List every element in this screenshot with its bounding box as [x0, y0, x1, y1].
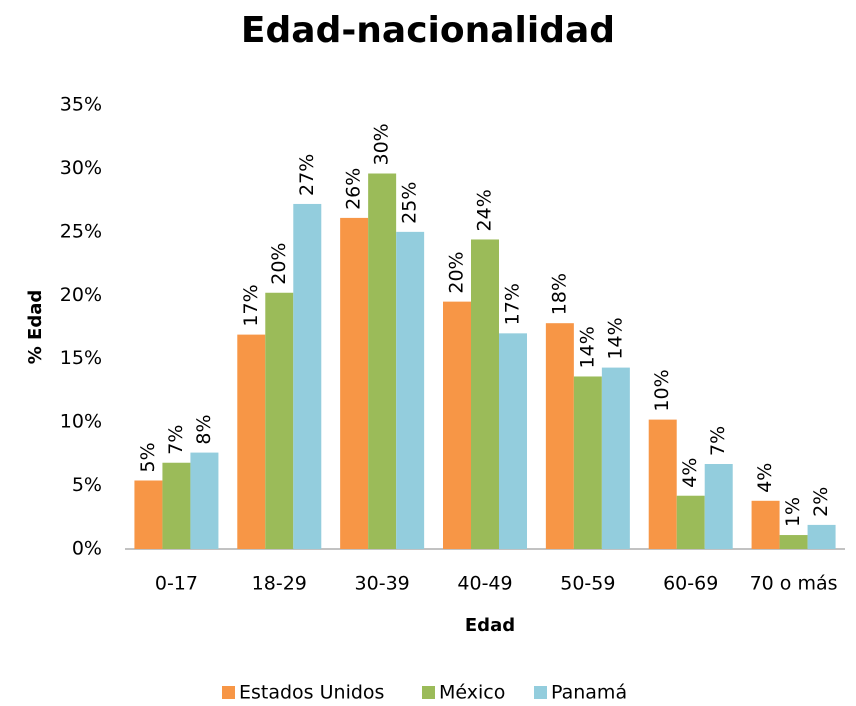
y-tick-label: 35% [60, 94, 102, 116]
y-tick-label: 5% [72, 474, 102, 496]
x-tick-label: 0-17 [155, 573, 198, 595]
bar [293, 203, 322, 549]
legend-swatch [222, 686, 235, 699]
bar [368, 173, 397, 549]
bar [340, 217, 369, 549]
data-label: 25% [399, 182, 421, 224]
bar [751, 500, 780, 549]
y-tick-label: 20% [60, 284, 102, 306]
data-label: 26% [343, 168, 365, 210]
bar [545, 323, 574, 549]
data-label: 10% [651, 369, 673, 411]
x-tick-label: 40-49 [457, 573, 512, 595]
data-label: 17% [240, 284, 262, 326]
data-label: 8% [193, 414, 215, 444]
data-label: 2% [810, 487, 832, 517]
bar [499, 333, 527, 549]
legend-label: Panamá [551, 682, 627, 704]
y-tick-label: 10% [60, 411, 102, 433]
data-label: 18% [548, 273, 570, 315]
data-label: 4% [754, 463, 776, 493]
bar [190, 452, 219, 549]
bar [807, 524, 836, 549]
data-label: 17% [502, 283, 524, 325]
legend-label: México [439, 682, 505, 704]
data-label: 20% [446, 251, 468, 293]
data-label: 14% [604, 317, 626, 359]
bar [471, 239, 499, 549]
bar [237, 334, 266, 549]
x-axis-title: Edad [465, 615, 515, 636]
bar [162, 462, 191, 549]
bar [396, 231, 425, 549]
bar [573, 376, 602, 549]
data-label: 7% [707, 426, 729, 456]
data-label: 4% [679, 458, 701, 488]
legend-swatch [422, 686, 435, 699]
x-tick-label: 60-69 [663, 573, 718, 595]
bar [676, 495, 705, 549]
data-label: 27% [296, 154, 318, 196]
data-label: 1% [782, 497, 804, 527]
x-tick-label: 70 o más [750, 573, 838, 595]
data-label: 7% [165, 425, 187, 455]
data-label: 20% [268, 243, 290, 285]
chart-title: Edad-nacionalidad [241, 10, 615, 51]
y-axis-title: % Edad [25, 290, 46, 365]
data-label: 14% [576, 326, 598, 368]
y-tick-label: 25% [60, 220, 102, 242]
y-tick-label: 15% [60, 347, 102, 369]
y-tick-label: 0% [72, 538, 102, 560]
data-label: 30% [371, 123, 393, 165]
data-label: 5% [137, 442, 159, 472]
x-tick-label: 30-39 [355, 573, 410, 595]
x-tick-label: 18-29 [252, 573, 307, 595]
data-label: 24% [474, 189, 496, 231]
y-tick-label: 30% [60, 157, 102, 179]
bar [704, 464, 733, 549]
bar [601, 367, 630, 549]
legend-label: Estados Unidos [239, 682, 384, 704]
bar [443, 301, 471, 549]
legend-swatch [534, 686, 547, 699]
bar [134, 480, 163, 549]
bar [779, 535, 808, 549]
bar [265, 292, 294, 549]
x-tick-label: 50-59 [560, 573, 615, 595]
bar [648, 419, 677, 549]
